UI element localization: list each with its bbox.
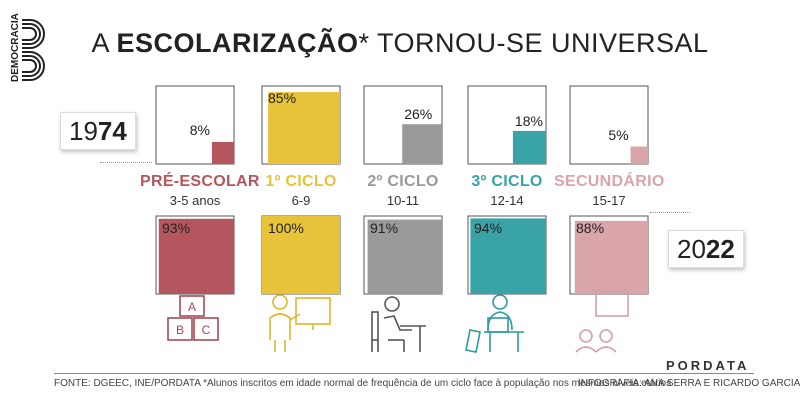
brand-logo: PORDATA xyxy=(666,358,750,373)
footer-credits: INFOGRAFIA: ANA SERRA E RICARDO GARCIA xyxy=(578,378,800,389)
data-label-2022-2: 91% xyxy=(370,220,399,236)
data-label-2022-1: 100% xyxy=(268,220,304,236)
svg-text:A: A xyxy=(188,300,196,314)
data-label-2022-4: 88% xyxy=(576,220,605,236)
data-label-1974-0: 8% xyxy=(189,121,210,138)
student-desk-icon xyxy=(371,296,426,352)
data-label-1974-2: 26% xyxy=(404,106,433,123)
age-range-label-3: 12-14 xyxy=(490,193,524,208)
category-label-1: 1º CICLO xyxy=(265,173,337,190)
category-label-2: 2º CICLO xyxy=(367,173,439,190)
bar-2022-1 xyxy=(262,216,340,294)
bar-2022-2 xyxy=(367,219,442,294)
data-label-2022-3: 94% xyxy=(474,220,503,236)
data-label-2022-0: 93% xyxy=(162,220,191,236)
year-2022-leader xyxy=(650,212,690,213)
data-label-1974-4: 5% xyxy=(608,126,629,143)
svg-text:C: C xyxy=(202,323,211,337)
bar-2022-4 xyxy=(574,220,648,294)
footer-divider xyxy=(54,373,754,374)
student-laptop-icon xyxy=(465,294,524,353)
page-title: A ESCOLARIZAÇÃO* TORNOU-SE UNIVERSAL xyxy=(91,28,709,58)
category-label-0: PRÉ-ESCOLAR xyxy=(140,173,260,190)
teacher-board-icon xyxy=(269,294,331,352)
svg-text:B: B xyxy=(176,323,184,337)
data-label-1974-3: 18% xyxy=(514,112,543,129)
age-range-label-4: 15-17 xyxy=(592,193,626,208)
bar-1974-0 xyxy=(211,141,234,164)
year-1974-label: 1974 xyxy=(60,112,136,150)
data-label-1974-1: 85% xyxy=(268,90,297,106)
category-label-3: 3º CICLO xyxy=(471,173,543,190)
bar-1974-2 xyxy=(402,124,442,164)
democracia-logo: DEMOCRACIA xyxy=(10,13,45,82)
footer-source: FONTE: DGEEC, INE/PORDATA *Alunos inscri… xyxy=(54,378,672,389)
bar-1974-1 xyxy=(268,92,340,164)
bar-2022-0 xyxy=(158,218,234,294)
bar-1974-3 xyxy=(512,130,546,164)
category-label-4: SECUNDÁRIO xyxy=(554,173,665,190)
age-range-label-2: 10-11 xyxy=(386,193,420,208)
presentation-icon xyxy=(575,286,629,353)
bar-1974-4 xyxy=(630,146,648,164)
age-range-label-0: 3-5 anos xyxy=(169,193,221,208)
age-range-label-1: 6-9 xyxy=(291,193,311,208)
bar-2022-3 xyxy=(470,218,546,294)
logo-text: DEMOCRACIA xyxy=(10,13,21,82)
year-2022-label: 2022 xyxy=(668,230,744,268)
year-1974-leader xyxy=(100,162,152,163)
abc-blocks-icon: A B C xyxy=(167,295,219,341)
